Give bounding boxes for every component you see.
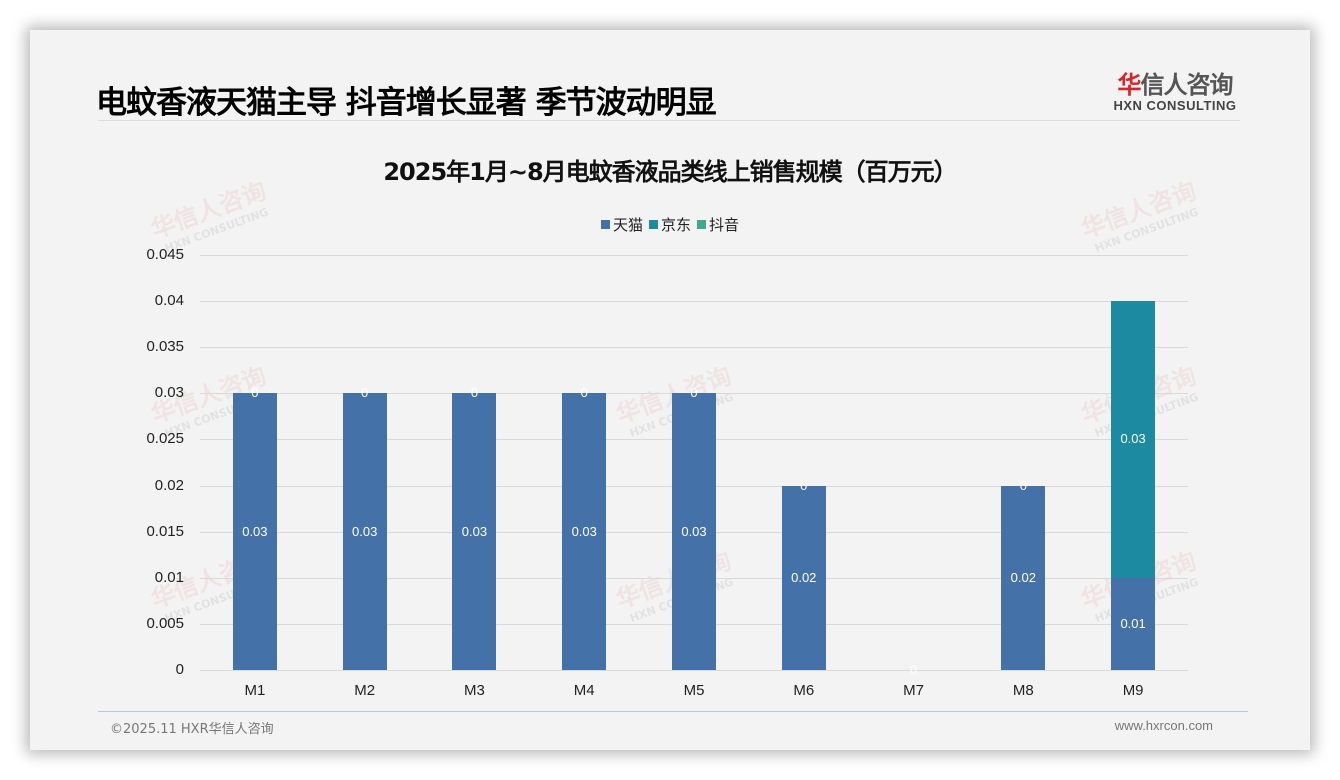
bar-M1-0 — [232, 393, 277, 670]
legend-item-0: 天猫 — [600, 214, 643, 235]
data-label: 0.03 — [461, 523, 488, 539]
data-label: 0.03 — [1120, 431, 1146, 447]
gridline — [200, 347, 1188, 349]
data-label: 0.03 — [571, 523, 597, 539]
data-label: 0 — [361, 385, 369, 401]
gridline — [200, 301, 1188, 303]
data-label: 0 — [800, 477, 808, 493]
y-axis-tick: 0.03 — [154, 384, 184, 402]
data-label: 0.02 — [1010, 569, 1036, 585]
data-label: 0.03 — [352, 523, 378, 539]
bar-M4-0 — [562, 393, 607, 670]
x-axis-tick: M3 — [464, 682, 485, 699]
title-divider — [98, 120, 1240, 121]
bar-M3-0 — [452, 393, 497, 670]
data-label: 0 — [1019, 477, 1027, 493]
logo-mark: 华 — [1117, 71, 1142, 99]
bar-M2-0 — [342, 393, 387, 670]
y-axis-tick: 0 — [175, 661, 184, 678]
chart-plot-area: 0 0.005 0.01 0.015 0.02 0.025 0.03 0.035 0.04 0.0… — [30, 30, 1310, 750]
data-label: 0 — [909, 662, 918, 677]
legend-swatch-icon — [648, 220, 658, 229]
y-axis-tick: 0.025 — [146, 430, 184, 448]
data-label: 0 — [580, 385, 588, 401]
chart-legend: 天猫 京东 抖音 — [30, 214, 1310, 235]
y-axis-tick: 0.01 — [154, 568, 184, 586]
logo-text-en: HXN CONSULTING — [1113, 98, 1237, 113]
data-label: 0.02 — [791, 569, 817, 585]
chart-title: 2025年1月~8月电蚊香液品类线上销售规模（百万元） — [383, 158, 957, 186]
legend-swatch-icon — [697, 220, 706, 229]
bar-M8-0 — [1001, 485, 1046, 670]
y-axis-tick: 0.04 — [154, 292, 184, 310]
y-axis-tick: 0.015 — [146, 522, 184, 540]
y-axis-tick: 0.02 — [154, 476, 184, 494]
legend-swatch-icon — [600, 220, 610, 229]
footer-divider — [98, 711, 1248, 712]
copyright-text: ©2025.11 HXR华信人咨询 — [110, 722, 274, 737]
x-axis-tick: M4 — [573, 682, 595, 699]
legend-label: 抖音 — [709, 216, 740, 234]
bar-M5-0 — [672, 393, 716, 670]
x-axis-tick: M9 — [1122, 682, 1144, 699]
logo-text-cn: 信人咨询 — [1140, 71, 1234, 99]
y-axis-tick: 0.045 — [146, 246, 184, 263]
legend-item-1: 京东 — [648, 214, 691, 235]
x-axis-tick: M7 — [903, 682, 924, 699]
bar-M9-1 — [1111, 301, 1156, 578]
data-label: 0.03 — [681, 523, 707, 539]
bar-M6-0 — [781, 485, 826, 670]
bar-M9-0 — [1111, 577, 1156, 670]
data-label: 0 — [251, 385, 259, 401]
gridline — [200, 670, 1188, 671]
data-label: 0 — [470, 385, 479, 401]
data-label: 0.03 — [242, 523, 268, 539]
legend-item-2: 抖音 — [697, 214, 739, 235]
x-axis-tick: M5 — [683, 682, 705, 699]
x-axis-tick: M2 — [354, 682, 376, 699]
website-text: www.hxrcon.com — [1114, 718, 1213, 733]
gridline — [200, 255, 1188, 256]
company-logo: 华信人咨询 HXN CONSULTING — [1110, 65, 1240, 113]
data-label: 0.01 — [1120, 615, 1146, 631]
data-label: 0 — [690, 385, 698, 401]
page-title: 电蚊香液天猫主导 抖音增长显著 季节波动明显 — [96, 85, 717, 121]
x-axis-tick: M1 — [244, 682, 266, 699]
x-axis-tick: M6 — [793, 682, 815, 699]
y-axis-tick: 0.035 — [146, 338, 184, 356]
legend-label: 京东 — [660, 216, 691, 234]
y-axis-tick: 0.005 — [146, 614, 184, 632]
x-axis-tick: M8 — [1012, 682, 1034, 699]
legend-label: 天猫 — [612, 216, 643, 234]
slide: 电蚊香液天猫主导 抖音增长显著 季节波动明显 华信人咨询 HXN CONSULT… — [30, 30, 1310, 750]
